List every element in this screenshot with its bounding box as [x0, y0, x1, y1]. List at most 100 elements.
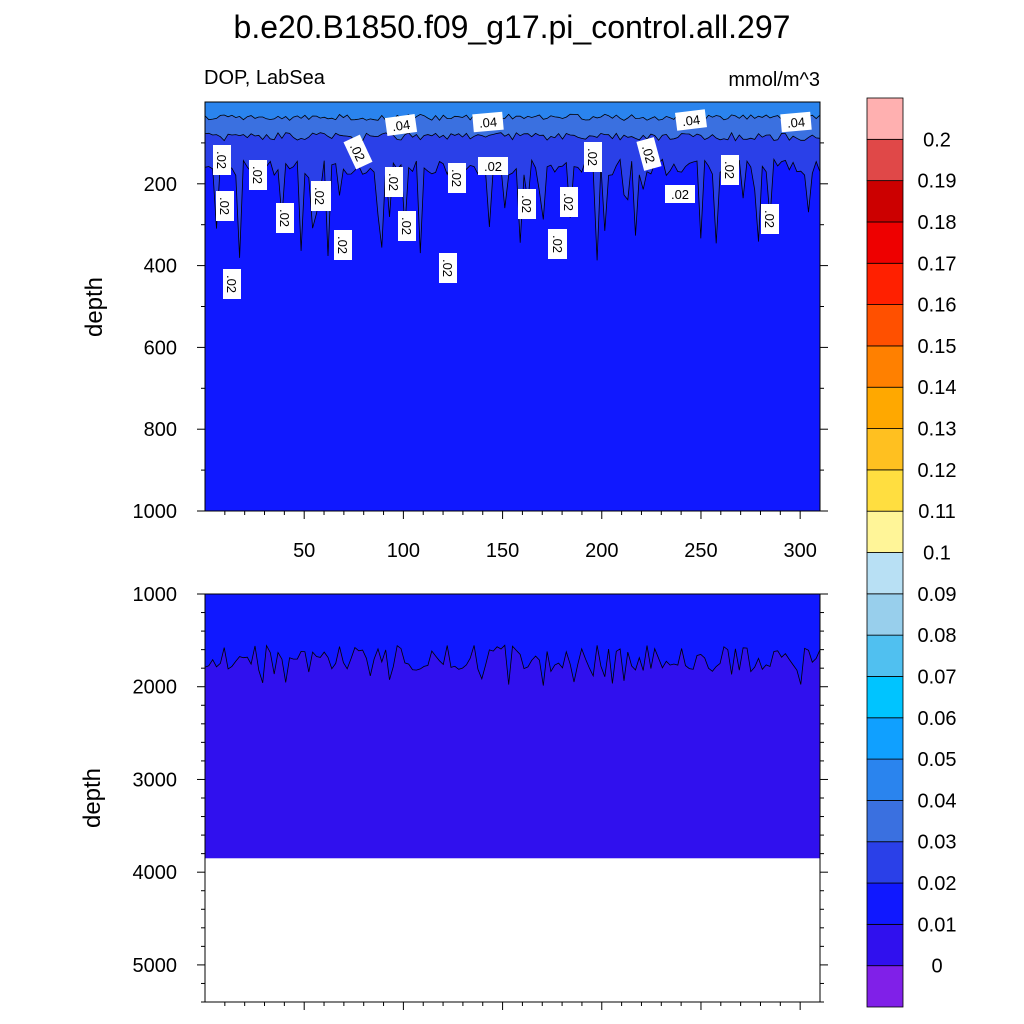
contour-label-box: [276, 203, 294, 233]
top-ylabel: depth: [81, 277, 108, 337]
colorbar-box: [866, 717, 904, 760]
contour-label: .04: [780, 111, 812, 133]
contour-label: .02: [721, 155, 739, 185]
contour-label-box: [213, 145, 231, 175]
top-ytick-label: 1000: [133, 501, 178, 523]
contour-label-box: [665, 185, 695, 203]
contour-label: .04: [384, 113, 418, 137]
contour-label: .02: [665, 185, 695, 203]
colorbar-box: [866, 138, 904, 182]
colorbar-label: 0.09: [918, 584, 957, 606]
contour-label-text: .02: [250, 166, 265, 184]
colorbar-box: [866, 221, 904, 264]
colorbar-box: [866, 676, 904, 719]
contour-label-text: .02: [449, 169, 464, 187]
colorbar-box: [866, 923, 904, 967]
contour-label-text: .04: [786, 114, 805, 131]
contour-label-box: [780, 111, 812, 133]
contour-label: .02: [334, 230, 352, 260]
contour-label: .02: [223, 269, 241, 299]
bottom-ylabel: depth: [79, 768, 106, 828]
contour-label-box: [721, 155, 739, 185]
colorbar-label: 0.08: [918, 625, 957, 647]
bottom-ytick-label: 1000: [133, 584, 178, 606]
colorbar-label: 0.05: [918, 749, 957, 771]
contour-line-0.01: [204, 644, 821, 686]
contour-label: .02: [584, 142, 602, 172]
contour-label: .02: [385, 167, 403, 197]
colorbar-box: [866, 510, 904, 553]
top-xtick-label: 100: [387, 540, 420, 562]
contour-label-box: [675, 109, 707, 131]
contour-label-text: .02: [484, 159, 502, 174]
contour-label-box: [761, 204, 779, 234]
contour-label-text: .02: [277, 209, 292, 227]
colorbar-box: [866, 386, 904, 429]
chart-title: b.e20.B1850.f09_g17.pi_control.all.297: [234, 9, 791, 45]
contour-label-box: [439, 253, 457, 283]
contour-label-box: [478, 157, 508, 175]
contour-label-text: .02: [671, 187, 689, 202]
contour-label-text: .02: [561, 193, 576, 211]
contour-label-box: [518, 189, 536, 219]
contour-label-text: .02: [639, 143, 658, 164]
top-ytick-label: 400: [144, 256, 177, 278]
colorbar-box: [866, 469, 904, 512]
top-xtick-label: 250: [684, 540, 717, 562]
contour-label: .02: [398, 211, 416, 241]
colorbar-box: [866, 345, 904, 388]
contour-label-text: .02: [214, 151, 229, 169]
contour-label-text: .02: [585, 148, 600, 166]
contour-label-box: [385, 167, 403, 197]
top-xtick-label: 200: [585, 540, 618, 562]
top-xtick-label: 150: [486, 540, 519, 562]
fill-0.01-0.02: [205, 594, 820, 686]
contour-label-box: [249, 160, 267, 190]
top-ytick-label: 800: [144, 419, 177, 441]
contour-label: .02: [518, 189, 536, 219]
contour-label-box: [549, 229, 567, 259]
contour-label-text: .04: [391, 117, 411, 134]
bottom-panel: 1000 2000 3000 4000 5000: [133, 584, 828, 1010]
contour-label: .02: [343, 134, 373, 170]
contour-label-box: [584, 142, 602, 172]
contour-label-box: [472, 111, 504, 133]
contour-label-box: [223, 269, 241, 299]
contour-label-box: [398, 211, 416, 241]
colorbar-box: [866, 97, 904, 140]
colorbar-label: 0: [931, 956, 942, 978]
bottom-ytick-label: 2000: [133, 677, 178, 699]
contour-label: .04: [675, 109, 707, 131]
colorbar-label: 0.1: [923, 543, 951, 565]
colorbar-box: [866, 428, 904, 471]
contour-label: .02: [761, 204, 779, 234]
contour-line-0.03: [204, 131, 821, 142]
contour-label: .02: [439, 253, 457, 283]
contour-label-text: .02: [386, 173, 401, 191]
top-ytick-label: 200: [144, 174, 177, 196]
colorbar-box: [866, 593, 904, 636]
colorbar-box: [866, 634, 904, 677]
contour-label: .02: [448, 163, 466, 193]
contour-label-text: .02: [550, 235, 565, 253]
colorbar-label: 0.13: [918, 419, 957, 441]
colorbar-label: 0.16: [918, 295, 957, 317]
contour-label: .02: [549, 229, 567, 259]
contour-label-box: [636, 137, 662, 171]
contour-label-text: .02: [224, 275, 239, 293]
contour-label-text: .02: [722, 161, 737, 179]
fill-0.04-0.05: [205, 102, 820, 121]
contour-label: .02: [478, 157, 508, 175]
top-panel: .04 .04 .04 .04 .02 .02 .02 .02 .02 .02 .02 .02 .02.…: [133, 101, 828, 562]
units-label: mmol/m^3: [728, 69, 820, 91]
contour-label-box: [334, 230, 352, 260]
colorbar-box: [866, 800, 904, 843]
contour-label-text: .04: [478, 114, 497, 131]
colorbar-label: 0.01: [918, 914, 957, 936]
contour-line-0.04: [204, 113, 821, 121]
variable-label: DOP, LabSea: [204, 67, 326, 89]
colorbar-box: [866, 304, 904, 347]
contour-label: .02: [276, 203, 294, 233]
contour-label: .04: [472, 111, 504, 133]
contour-label-text: .04: [681, 112, 701, 129]
